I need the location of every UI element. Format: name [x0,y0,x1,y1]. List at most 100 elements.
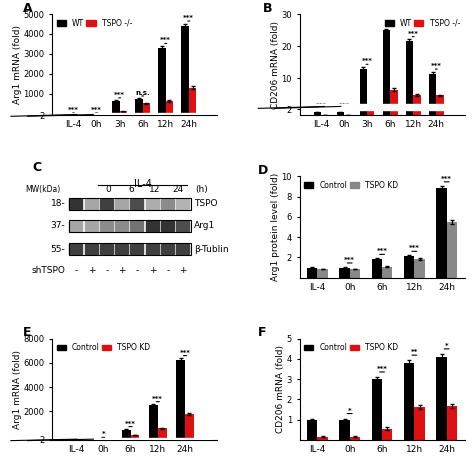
Text: +: + [179,266,187,275]
Bar [176,221,189,231]
Bar [436,95,444,116]
Bar [307,104,457,110]
Text: ***: *** [316,103,326,110]
Text: ***: *** [180,350,191,356]
Bar [85,198,98,209]
Bar [146,221,159,231]
Text: ***: *** [441,176,452,182]
Bar [404,363,414,440]
Bar [307,268,318,278]
Text: B: B [263,2,273,15]
Bar [158,48,166,116]
Bar [115,244,128,255]
Bar [437,189,447,278]
Text: **: ** [411,349,418,355]
Bar [115,198,128,209]
Text: C: C [32,161,41,174]
Bar [313,112,321,116]
Y-axis label: CD206 mRNA (fold): CD206 mRNA (fold) [276,345,285,433]
Y-axis label: Arg1 mRNA (fold): Arg1 mRNA (fold) [13,25,22,104]
Text: ***: *** [362,58,373,64]
Bar [360,69,367,116]
Bar [339,420,350,440]
Bar [69,220,191,232]
Y-axis label: Arg1 protein level (fold): Arg1 protein level (fold) [271,173,280,281]
Text: ***: *** [344,257,355,263]
Text: +: + [118,266,126,275]
Text: ***: *** [409,245,420,251]
Bar [189,88,196,116]
Bar [176,360,185,440]
Bar [85,244,98,255]
Text: ***: *** [183,15,194,21]
Text: MW(kDa): MW(kDa) [25,185,60,194]
Text: Arg1: Arg1 [194,221,215,230]
Text: A: A [22,2,32,15]
Text: -: - [136,266,139,275]
Bar [429,73,436,116]
Bar [382,266,392,278]
Text: ***: *** [91,107,102,113]
Bar [367,110,374,116]
Bar [130,198,144,209]
Text: β-Tublin: β-Tublin [194,245,228,254]
Bar [119,111,127,116]
Bar [318,269,328,278]
Legend: Control, TSPO KD: Control, TSPO KD [303,342,399,353]
Bar [176,198,189,209]
Text: 0: 0 [105,185,111,194]
Bar [100,244,113,255]
Bar [337,112,344,116]
Text: 6: 6 [128,185,134,194]
Text: *: * [348,408,352,414]
Bar [130,221,144,231]
Bar [146,244,159,255]
Bar [372,259,382,278]
Text: F: F [258,327,267,339]
Bar [350,437,360,440]
Text: (h): (h) [196,185,209,194]
Bar [69,244,82,255]
Text: IL-4: IL-4 [134,179,152,190]
Text: D: D [258,164,269,177]
Text: 18-: 18- [51,199,65,208]
Text: ***: *** [338,103,349,110]
Bar [344,115,351,116]
Bar [414,408,425,440]
Text: ***: *** [408,30,419,37]
Bar [390,90,398,116]
Text: TSPO: TSPO [194,199,218,208]
Legend: WT, TSPO -/-: WT, TSPO -/- [384,18,461,29]
Legend: Control, TSPO KD: Control, TSPO KD [56,342,151,353]
Bar [130,244,144,255]
Bar [350,269,360,278]
Text: ***: *** [385,20,396,26]
Text: n.s.: n.s. [135,90,150,96]
Legend: Control, TSPO KD: Control, TSPO KD [303,180,399,190]
Bar [146,198,159,209]
Bar [158,428,166,440]
Bar [69,197,191,210]
Bar [85,221,98,231]
Bar [437,357,447,440]
Bar [115,221,128,231]
Text: 55-: 55- [51,245,65,254]
Bar [339,268,350,278]
Bar [318,437,328,440]
Bar [69,198,82,209]
Text: ***: *** [377,249,387,254]
Text: 24: 24 [172,185,183,194]
Bar [161,221,174,231]
Text: 37-: 37- [51,221,65,230]
Bar [447,406,457,440]
Bar [69,221,82,231]
Bar [149,405,158,440]
Bar [112,102,119,116]
Bar [100,198,113,209]
Text: ***: *** [152,395,163,402]
Text: ***: *** [68,107,79,113]
Bar [122,430,130,440]
Text: *: * [445,343,448,349]
Bar [176,244,189,255]
Text: ***: *** [377,366,387,372]
